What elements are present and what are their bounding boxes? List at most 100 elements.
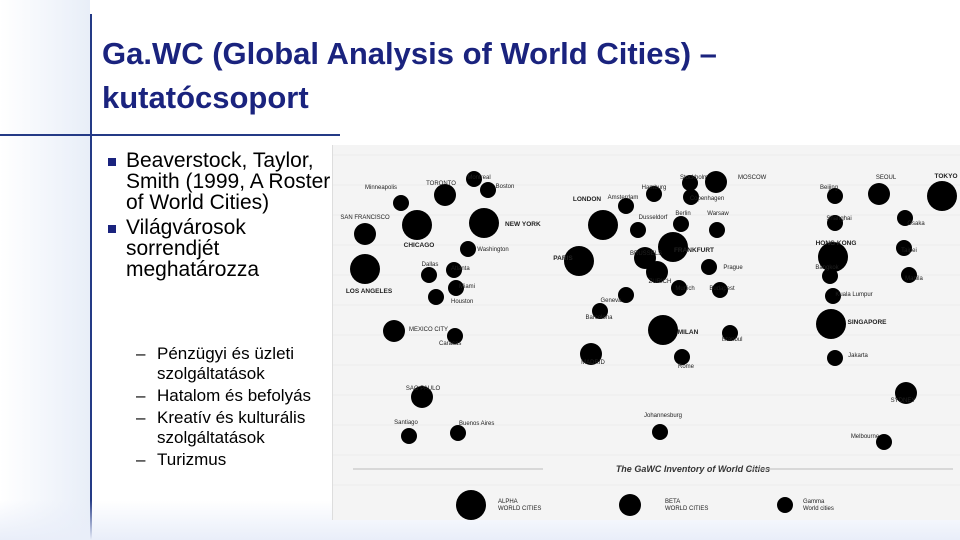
city-label-berlin: Berlin <box>675 211 690 217</box>
city-label-paris: PARIS <box>553 255 573 262</box>
bullet-text: Beaverstock, Taylor, Smith (1999, A Rost… <box>126 149 331 214</box>
city-dot-shanghai <box>827 215 843 231</box>
legend-label-beta: BETA WORLD CITIES <box>665 499 708 512</box>
city-label-dallas: Dallas <box>422 262 439 268</box>
city-dot-santiago <box>401 428 417 444</box>
city-label-tokyo: TOKYO <box>935 173 958 180</box>
city-label-johannesburg: Johannesburg <box>644 413 682 419</box>
slide-title-line-1: Ga.WC (Global Analysis of World Cities) … <box>102 36 717 71</box>
sub-bullet-item: – Pénzügyi és üzleti szolgáltatások <box>136 344 336 384</box>
city-label-madrid: MADRID <box>581 360 605 366</box>
city-dot-frankfurt <box>658 232 688 262</box>
city-dot-barcelona <box>592 303 608 319</box>
bullet-item: Világvárosok sorrendjét meghatározza <box>108 217 338 280</box>
city-dot-taipei <box>896 240 912 256</box>
city-dot-sao-paulo <box>411 386 433 408</box>
city-label-geneva: Geneva <box>600 298 622 304</box>
city-label-seoul: SEOUL <box>876 175 897 181</box>
dash-icon: – <box>136 450 146 469</box>
city-label-rome: Rome <box>678 364 695 370</box>
city-label-osaka: Osaka <box>907 221 925 227</box>
square-bullet-icon <box>108 158 116 166</box>
city-label-melbourne: Melbourne <box>851 434 880 440</box>
bullet-list: Beaverstock, Taylor, Smith (1999, A Rost… <box>108 150 338 284</box>
city-dot-osaka <box>897 210 913 226</box>
city-label-miami: Miami <box>459 284 475 290</box>
city-label-london: LONDON <box>573 196 601 203</box>
sub-bullet-item: – Kreatív és kulturális szolgáltatások <box>136 408 336 448</box>
city-dot-minneapolis <box>393 195 409 211</box>
city-label-beijing: Beijing <box>820 185 838 191</box>
city-dot-amsterdam <box>618 198 634 214</box>
city-dot-paris <box>564 246 594 276</box>
city-dot-washington <box>460 241 476 257</box>
city-dot-toronto <box>434 184 456 206</box>
city-label-caracas: Caracas <box>439 341 461 347</box>
dash-icon: – <box>136 386 146 405</box>
city-dot-rome <box>674 349 690 365</box>
city-dot-jakarta <box>827 350 843 366</box>
city-dot-miami <box>448 280 464 296</box>
map-caption: The GaWC Inventory of World Cities <box>616 464 770 474</box>
dash-icon: – <box>136 344 146 363</box>
city-label-manila: Manila <box>905 276 923 282</box>
horizontal-rule <box>0 134 340 136</box>
city-dot-stockholm <box>682 175 698 191</box>
city-label-taipei: Taipei <box>901 248 917 254</box>
square-bullet-icon <box>108 225 116 233</box>
city-dot-copenhagen <box>683 189 699 205</box>
sub-bullet-text: Kreatív és kulturális szolgáltatások <box>157 408 306 447</box>
sub-bullet-text: Pénzügyi és üzleti szolgáltatások <box>157 344 295 383</box>
city-label-moscow: MOSCOW <box>738 175 767 181</box>
city-label-warsaw: Warsaw <box>707 211 729 217</box>
city-label-atlanta: Atlanta <box>451 266 470 272</box>
city-label-hong-kong: HONG KONG <box>816 240 857 247</box>
city-dot-munich <box>671 280 687 296</box>
sub-bullet-text: Turizmus <box>157 450 227 469</box>
city-label-los-angeles: LOS ANGELES <box>346 288 393 295</box>
sub-bullet-text: Hatalom és befolyás <box>157 386 312 405</box>
city-label-stockholm: Stockholm <box>680 175 708 181</box>
city-dot-atlanta <box>446 262 462 278</box>
city-dot-seoul <box>868 183 890 205</box>
city-dot-madrid <box>580 343 602 365</box>
legend-dot-gamma <box>777 497 793 513</box>
city-label-prague: Prague <box>723 265 743 271</box>
city-dot-dusseldorf <box>630 222 646 238</box>
city-label-brussels: BRUSSELS <box>630 251 662 257</box>
city-label-munich: Munich <box>675 286 694 292</box>
city-label-sydney: SYDNEY <box>891 398 916 404</box>
city-label-boston: Boston <box>496 184 515 190</box>
city-label-santiago: Santiago <box>394 420 418 426</box>
city-dot-tokyo <box>927 181 957 211</box>
city-dot-istanbul <box>722 325 738 341</box>
city-label-buenos-aires: Buenos Aires <box>459 421 494 427</box>
city-dot-los-angeles <box>350 254 380 284</box>
city-label-copenhagen: Copenhagen <box>690 196 724 202</box>
city-dot-houston <box>428 289 444 305</box>
sub-bullet-list: – Pénzügyi és üzleti szolgáltatások – Hata… <box>136 344 336 472</box>
city-label-milan: MILAN <box>678 329 699 336</box>
city-label-singapore: SINGAPORE <box>847 319 887 326</box>
city-label-sao-paulo: SAO PAULO <box>406 386 441 392</box>
city-dot-buenos-aires <box>450 425 466 441</box>
city-dot-boston <box>480 182 496 198</box>
city-dot-hong-kong <box>818 242 848 272</box>
city-label-washington: Washington <box>477 247 508 253</box>
city-dot-montreal <box>466 171 482 187</box>
city-label-frankfurt: FRANKFURT <box>674 247 714 254</box>
city-label-budapest: Budapest <box>709 286 735 292</box>
city-dot-moscow <box>705 171 727 193</box>
city-label-shanghai: Shanghai <box>826 216 851 222</box>
legend-dot-alpha <box>456 490 486 520</box>
city-label-dusseldorf: Dusseldorf <box>639 215 668 221</box>
city-dot-singapore <box>816 309 846 339</box>
city-label-toronto: TORONTO <box>426 181 456 187</box>
city-label-jakarta: Jakarta <box>848 353 868 359</box>
dash-icon: – <box>136 408 146 427</box>
city-label-zurich: ZURICH <box>649 279 672 285</box>
city-dot-sydney <box>895 382 917 404</box>
city-dot-milan <box>648 315 678 345</box>
city-dot-berlin <box>673 216 689 232</box>
city-dot-warsaw <box>709 222 725 238</box>
